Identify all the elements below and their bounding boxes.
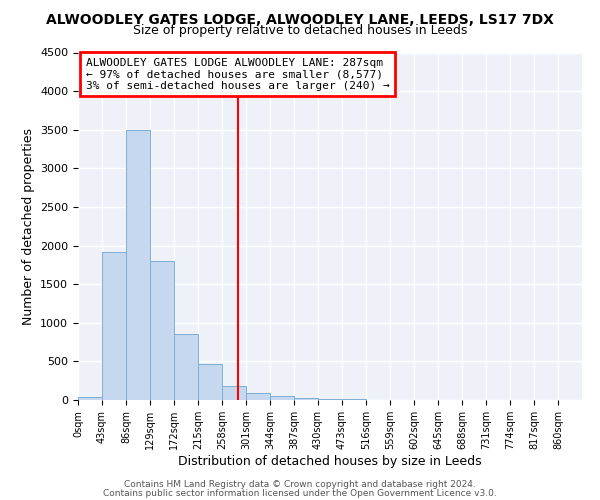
X-axis label: Distribution of detached houses by size in Leeds: Distribution of detached houses by size … <box>178 454 482 468</box>
Bar <box>270 396 294 400</box>
Bar <box>126 130 150 400</box>
Bar <box>222 386 246 400</box>
Y-axis label: Number of detached properties: Number of detached properties <box>22 128 35 325</box>
Bar <box>102 252 126 400</box>
Bar <box>198 364 222 400</box>
Bar <box>174 334 198 400</box>
Bar <box>294 398 318 400</box>
Text: Contains HM Land Registry data © Crown copyright and database right 2024.: Contains HM Land Registry data © Crown c… <box>124 480 476 489</box>
Bar <box>246 392 270 400</box>
Text: Contains public sector information licensed under the Open Government Licence v3: Contains public sector information licen… <box>103 488 497 498</box>
Bar <box>78 397 102 400</box>
Bar <box>318 399 342 400</box>
Text: ALWOODLEY GATES LODGE ALWOODLEY LANE: 287sqm
← 97% of detached houses are smalle: ALWOODLEY GATES LODGE ALWOODLEY LANE: 28… <box>86 58 389 91</box>
Text: ALWOODLEY GATES LODGE, ALWOODLEY LANE, LEEDS, LS17 7DX: ALWOODLEY GATES LODGE, ALWOODLEY LANE, L… <box>46 12 554 26</box>
Text: Size of property relative to detached houses in Leeds: Size of property relative to detached ho… <box>133 24 467 37</box>
Bar <box>150 261 174 400</box>
